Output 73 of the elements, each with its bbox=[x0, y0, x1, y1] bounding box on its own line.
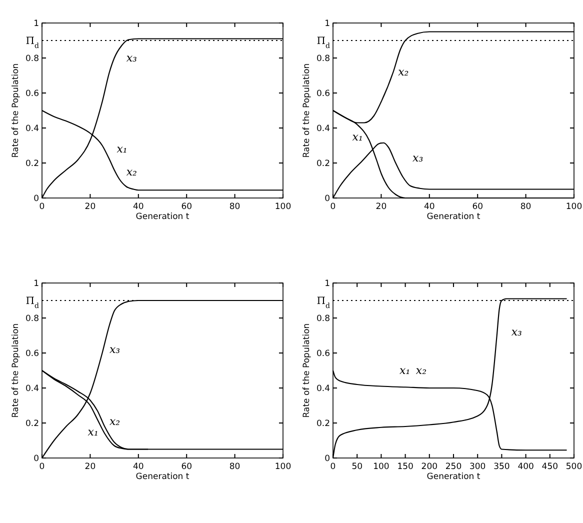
x-tick-label: 40 bbox=[132, 462, 144, 472]
y-tick-label: 0.6 bbox=[316, 88, 330, 99]
x-tick-label: 450 bbox=[542, 462, 558, 472]
x-tick-label: 100 bbox=[274, 462, 292, 472]
x-tick-label: 60 bbox=[181, 462, 192, 472]
x-tick-label: 20 bbox=[376, 202, 387, 212]
y-axis-title: Rate of the Population bbox=[11, 323, 21, 418]
x-tick-label: 20 bbox=[84, 202, 96, 212]
annotation: x₃ bbox=[511, 326, 522, 338]
x-tick-label: 500 bbox=[566, 462, 582, 472]
annotation: x₁ bbox=[352, 130, 363, 144]
y-tick-label: 0.2 bbox=[25, 418, 39, 429]
x-tick-label: 400 bbox=[518, 462, 534, 472]
y-tick-label: 0.8 bbox=[25, 54, 39, 64]
x-tick-label: 80 bbox=[229, 462, 240, 472]
y-tick-label: 0.6 bbox=[25, 88, 39, 99]
x-tick-label: 100 bbox=[566, 202, 582, 212]
y-tick-label: 0.4 bbox=[316, 384, 330, 394]
x-axis-title: Generation t bbox=[426, 472, 481, 482]
x-tick-label: 60 bbox=[472, 202, 484, 212]
annotation: x₃ bbox=[412, 151, 424, 164]
y-tick-label: 1 bbox=[34, 278, 39, 289]
annotation: x₁ bbox=[400, 364, 410, 377]
x-tick-label: 350 bbox=[494, 462, 510, 472]
x-axis-title: Generation t bbox=[426, 212, 481, 222]
x-tick-label: 80 bbox=[229, 202, 240, 212]
ref-line-label: Π$_{d}$ bbox=[26, 296, 40, 310]
y-tick-label: 0.2 bbox=[316, 418, 330, 429]
x-axis-title: Generation t bbox=[136, 212, 190, 222]
y-tick-label: 0.4 bbox=[316, 124, 330, 134]
y-axis-title: Rate of the Population bbox=[302, 63, 312, 158]
x-tick-label: 100 bbox=[274, 202, 292, 212]
x-tick-label: 40 bbox=[424, 202, 435, 212]
annotation: x₂ bbox=[109, 414, 120, 428]
ref-line-label: Π$_{d}$ bbox=[316, 296, 331, 310]
y-tick-label: 1 bbox=[324, 18, 330, 29]
annotation: x₁ bbox=[116, 142, 128, 156]
y-tick-label: 0 bbox=[34, 194, 39, 204]
x-tick-label: 40 bbox=[132, 202, 144, 212]
x-tick-label: 20 bbox=[84, 462, 96, 472]
y-tick-label: 0.6 bbox=[316, 348, 330, 359]
annotation: x₂ bbox=[398, 66, 409, 78]
y-axis-title: Rate of the Population bbox=[302, 323, 312, 418]
y-tick-label: 0.8 bbox=[25, 314, 39, 324]
y-tick-label: 0.8 bbox=[316, 54, 330, 64]
y-tick-label: 0.6 bbox=[25, 348, 39, 359]
x-tick-label: 300 bbox=[469, 462, 486, 472]
x-tick-label: 50 bbox=[352, 462, 363, 472]
y-tick-label: 1 bbox=[34, 18, 39, 29]
y-axis-title: Rate of the Population bbox=[11, 63, 21, 158]
x-tick-label: 150 bbox=[397, 462, 414, 472]
x-tick-label: 80 bbox=[520, 202, 532, 212]
annotation: x₃ bbox=[126, 52, 137, 64]
annotation: x₂ bbox=[126, 165, 137, 178]
annotation: x₃ bbox=[109, 343, 120, 356]
y-tick-label: 0.8 bbox=[316, 314, 330, 324]
y-tick-label: 0 bbox=[324, 194, 330, 204]
y-tick-label: 1 bbox=[324, 278, 330, 289]
annotation: x₂ bbox=[416, 364, 427, 377]
y-tick-label: 0.4 bbox=[25, 124, 39, 134]
y-tick-label: 0.2 bbox=[25, 158, 39, 169]
x-tick-label: 200 bbox=[421, 462, 438, 472]
y-tick-label: 0 bbox=[34, 454, 39, 464]
x-tick-label: 60 bbox=[181, 202, 192, 212]
ref-line-label: Π$_{d}$ bbox=[26, 36, 40, 50]
x-axis-title: Generation t bbox=[136, 472, 190, 482]
y-tick-label: 0 bbox=[324, 454, 330, 464]
annotation: x₁ bbox=[88, 425, 98, 438]
y-tick-label: 0.2 bbox=[316, 158, 330, 169]
x-tick-label: 250 bbox=[445, 462, 462, 472]
x-tick-label: 100 bbox=[373, 462, 390, 472]
y-tick-label: 0.4 bbox=[25, 384, 39, 394]
ref-line-label: Π$_{d}$ bbox=[316, 36, 331, 50]
